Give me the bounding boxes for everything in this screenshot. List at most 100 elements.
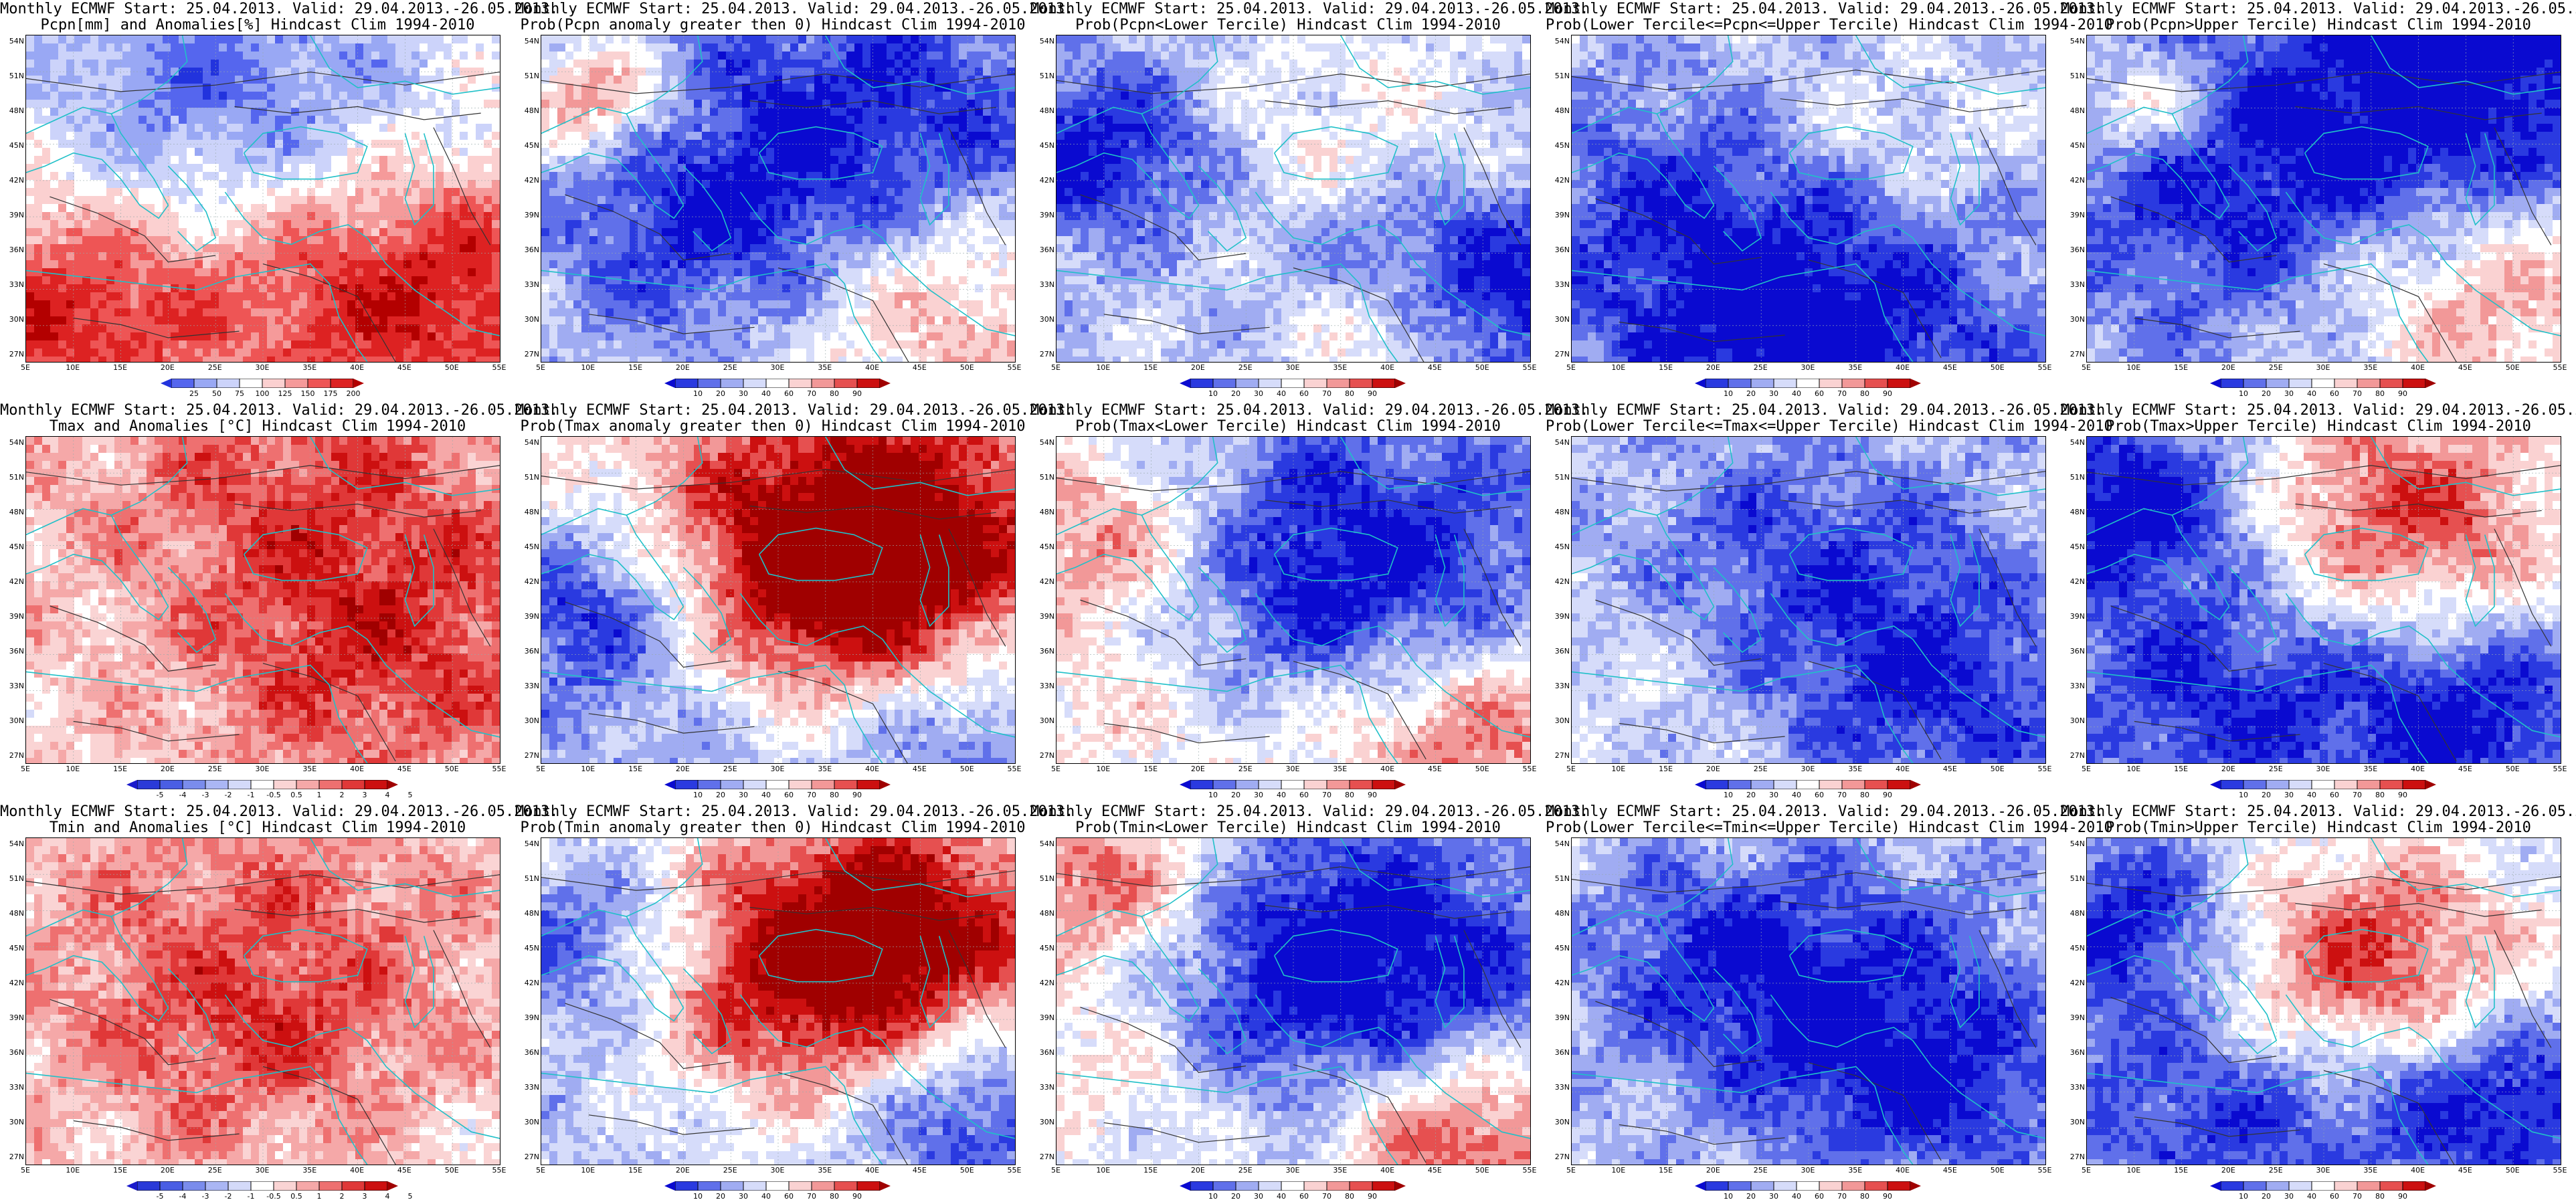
colorbar-tick-label: 90 [2398,1192,2407,1201]
colorbar-tick-label: 70 [1322,791,1331,799]
colorbar-tick-label: 40 [1277,389,1286,398]
lon-label: 25E [1232,765,1259,773]
colorbar-tick-label: 2 [340,1192,345,1201]
lon-label: 50E [1469,765,1495,773]
lat-label: 36N [517,647,539,656]
colorbar-segment [1213,379,1236,388]
lat-label: 33N [2062,1083,2085,1092]
lon-label: 25E [717,363,743,372]
lat-label: 33N [1547,682,1570,690]
lat-label: 48N [2062,508,2085,516]
colorbar-segment [2312,1181,2334,1191]
colorbar-labels: 10 20 30 40 60 70 80 90 [664,1192,891,1201]
lat-label: 33N [517,1083,539,1092]
lat-label: 54N [2062,839,2085,848]
lat-label: 45N [1,542,24,551]
lon-label: 15E [2168,1166,2195,1175]
colorbar-segment [2403,780,2425,789]
colorbar-tick-label: 40 [1277,791,1286,799]
colorbar-segment [1751,1181,1774,1191]
shaded-field [1056,437,1530,763]
colorbar-tick-label: 60 [1815,1192,1824,1201]
lat-label: 27N [1032,350,1054,359]
coastlines [2087,35,2561,362]
colorbar-tick-label: 10 [2239,1192,2248,1201]
contour-lines [2087,876,2561,1165]
lat-label: 42N [1,577,24,586]
colorbar-segment [1888,780,1910,789]
lon-label: 45E [1421,1166,1448,1175]
colorbar-tick-label: 90 [852,1192,862,1201]
colorbar-tick-label: -0.5 [266,791,280,799]
lon-label: 45E [1936,1166,1963,1175]
colorbar-labels: 10 20 30 40 60 70 80 90 [2210,389,2436,399]
lon-label: 20E [2215,765,2241,773]
colorbar-segment [342,780,365,789]
lon-label: 55E [1001,1166,1028,1175]
lat-label: 33N [1547,280,1570,289]
colorbar [1180,780,1406,789]
colorbar-tick-label: 70 [807,1192,816,1201]
colorbar-segment [1888,1181,1910,1191]
map-field [26,838,500,1165]
lat-label: 45N [1032,542,1054,551]
contour-lines [2087,465,2561,762]
lon-label: 15E [2168,363,2195,372]
colorbar-segment [1281,1181,1304,1191]
lat-label: 33N [2062,280,2085,289]
colorbar-segment [698,1181,721,1191]
colorbar-segment [1213,780,1236,789]
colorbar-tick-label: 30 [1254,389,1263,398]
lon-label: 40E [344,1166,371,1175]
lon-label: 15E [107,1166,134,1175]
lat-label: 54N [1032,438,1054,447]
colorbar-segment [387,1181,398,1191]
map-field [1056,35,1530,362]
colorbar-segment [743,1181,766,1191]
lon-label: 5E [1558,1166,1584,1175]
coastlines [26,838,500,1165]
colorbar-segment [2425,379,2436,388]
lat-label: 39N [1032,1013,1054,1022]
lon-label: 10E [1605,363,1632,372]
colorbar-tick-label: 30 [1769,1192,1778,1201]
lon-label: 20E [2215,363,2241,372]
lon-label: 10E [575,363,602,372]
panel-subtitle: Tmax and Anomalies [°C] Hindcast Clim 19… [0,419,515,435]
colorbar-segment [1706,780,1728,789]
colorbar-segment [789,780,812,789]
lat-label: 27N [1032,751,1054,760]
lon-label: 20E [154,765,181,773]
colorbar-segment [1236,1181,1259,1191]
colorbar-segment [1774,379,1797,388]
colorbar-tick-label: 100 [256,389,270,398]
lat-label: 54N [1547,839,1570,848]
map-plot [1571,35,2046,363]
colorbar-tick-label: 175 [324,389,338,398]
panel-title: Monthly ECMWF Start: 25.04.2013. Valid: … [1546,1,2104,17]
panel-tmax-prob-lower: Monthly ECMWF Start: 25.04.2013. Valid: … [1030,401,1588,803]
colorbar-labels: 10 20 30 40 60 70 80 90 [1180,791,1406,800]
colorbar-tick-label: 60 [1299,1192,1309,1201]
contour-lines [26,465,500,762]
coastlines [1056,35,1530,362]
lat-label: 27N [1,350,24,359]
lon-label: 45E [391,765,418,773]
lon-label: 15E [1653,1166,1679,1175]
colorbar-tick-label: 1 [317,1192,322,1201]
colorbar-segment [183,780,205,789]
colorbar-segment [880,379,891,388]
colorbar-segment [1395,780,1406,789]
colorbar [1695,379,1921,388]
colorbar-tick-label: 90 [2398,791,2407,799]
lat-label: 36N [2062,1048,2085,1057]
lon-label: 40E [1374,765,1401,773]
map-plot [541,436,1016,764]
map-plot [1056,35,1531,363]
colorbar-tick-label: 20 [2262,1192,2271,1201]
colorbar-segment [2380,780,2403,789]
lon-label: 5E [12,1166,39,1175]
lat-label: 54N [517,37,539,45]
colorbar-segment [160,1181,183,1191]
lon-label: 15E [1137,765,1164,773]
